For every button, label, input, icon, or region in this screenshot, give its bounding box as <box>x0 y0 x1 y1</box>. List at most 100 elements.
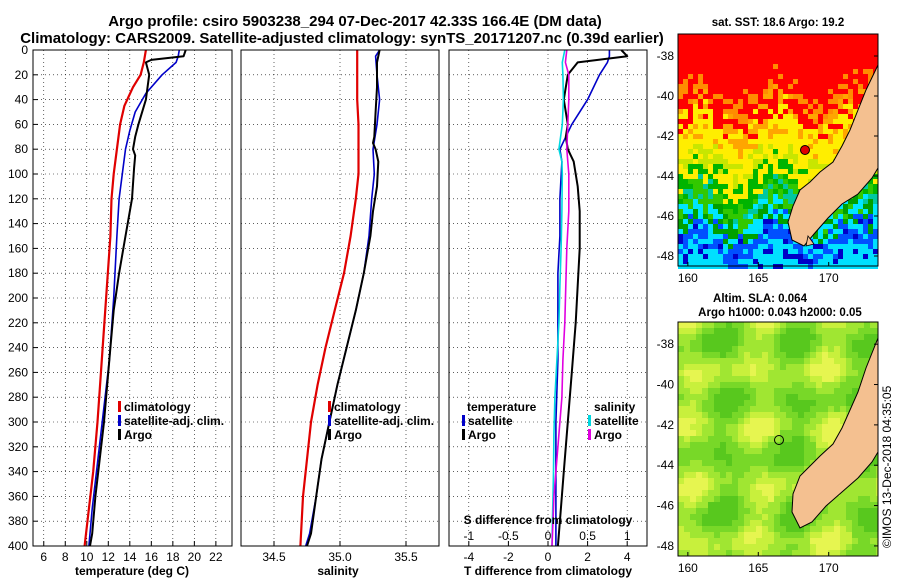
sla-cell <box>768 532 774 538</box>
sla-cell <box>696 424 702 430</box>
sst-cell <box>803 164 808 169</box>
sla-cell <box>816 514 822 520</box>
y-tick-label: 220 <box>8 316 28 330</box>
sst-cell <box>783 124 788 129</box>
sla-cell <box>792 352 798 358</box>
sst-cell <box>858 219 863 224</box>
sla-cell <box>726 406 732 412</box>
sst-cell <box>733 244 738 249</box>
sst-cell <box>778 179 783 184</box>
sla-cell <box>678 364 684 370</box>
sst-cell <box>733 169 738 174</box>
sla-cell <box>822 358 828 364</box>
sla-cell <box>726 532 732 538</box>
sla-cell <box>792 388 798 394</box>
sla-cell <box>846 502 852 508</box>
sst-cell <box>708 214 713 219</box>
sst-cell <box>743 49 748 54</box>
sla-cell <box>708 364 714 370</box>
sla-cell <box>846 346 852 352</box>
sst-cell <box>788 69 793 74</box>
sst-cell <box>698 149 703 154</box>
sla-cell <box>774 466 780 472</box>
sla-cell <box>822 418 828 424</box>
sst-cell <box>693 219 698 224</box>
sst-cell <box>753 189 758 194</box>
sla-cell <box>744 532 750 538</box>
sst-cell <box>718 49 723 54</box>
sla-cell <box>684 466 690 472</box>
sst-cell <box>683 104 688 109</box>
sst-cell <box>718 239 723 244</box>
sst-cell <box>753 54 758 59</box>
sst-cell <box>753 204 758 209</box>
sla-cell <box>798 550 804 556</box>
sla-cell <box>804 532 810 538</box>
sst-cell <box>748 64 753 69</box>
sla-cell <box>870 508 876 514</box>
sla-cell <box>720 544 726 550</box>
sst-cell <box>733 134 738 139</box>
sst-cell <box>688 164 693 169</box>
sla-cell <box>756 412 762 418</box>
sst-cell <box>848 99 853 104</box>
sst-cell <box>853 59 858 64</box>
sst-cell <box>798 174 803 179</box>
sla-cell <box>744 466 750 472</box>
sla-cell <box>780 418 786 424</box>
sst-cell <box>738 184 743 189</box>
sst-cell <box>748 189 753 194</box>
sst-cell <box>708 259 713 264</box>
sla-cell <box>702 508 708 514</box>
sla-cell <box>762 358 768 364</box>
sst-cell <box>868 49 873 54</box>
sst-cell <box>808 174 813 179</box>
sst-cell <box>728 179 733 184</box>
sst-cell <box>693 134 698 139</box>
sla-cell <box>714 346 720 352</box>
sla-cell <box>744 340 750 346</box>
sst-cell <box>853 74 858 79</box>
sla-cell <box>792 520 798 526</box>
sla-cell <box>696 454 702 460</box>
sst-cell <box>808 114 813 119</box>
sla-cell <box>804 334 810 340</box>
sla-cell <box>768 346 774 352</box>
sst-cell <box>798 154 803 159</box>
sla-cell <box>816 520 822 526</box>
sst-cell <box>873 194 878 199</box>
s-legend-swatch-argo <box>588 429 591 440</box>
sla-cell <box>714 328 720 334</box>
series-line-t-satellite <box>555 50 611 546</box>
sla-cell <box>732 454 738 460</box>
sst-cell <box>793 144 798 149</box>
series-line-argo <box>306 49 381 547</box>
sla-cell <box>678 370 684 376</box>
sla-cell <box>702 346 708 352</box>
sst-cell <box>748 129 753 134</box>
sla-cell <box>864 346 870 352</box>
sst-cell <box>688 204 693 209</box>
sst-cell <box>783 244 788 249</box>
sst-cell <box>833 254 838 259</box>
sst-cell <box>843 204 848 209</box>
sla-cell <box>744 520 750 526</box>
sst-cell <box>758 244 763 249</box>
sst-cell <box>848 69 853 74</box>
sla-cell <box>768 430 774 436</box>
sla-cell <box>864 496 870 502</box>
sst-cell <box>713 214 718 219</box>
sst-cell <box>718 144 723 149</box>
sst-cell <box>853 229 858 234</box>
sst-cell <box>763 104 768 109</box>
sla-cell <box>780 490 786 496</box>
sst-cell <box>688 64 693 69</box>
sst-cell <box>788 54 793 59</box>
sst-cell <box>683 119 688 124</box>
sla-cell <box>756 496 762 502</box>
sst-cell <box>728 144 733 149</box>
sst-cell <box>818 119 823 124</box>
sst-cell <box>763 129 768 134</box>
sla-cell <box>774 352 780 358</box>
x-tick-label: 8 <box>62 550 69 564</box>
